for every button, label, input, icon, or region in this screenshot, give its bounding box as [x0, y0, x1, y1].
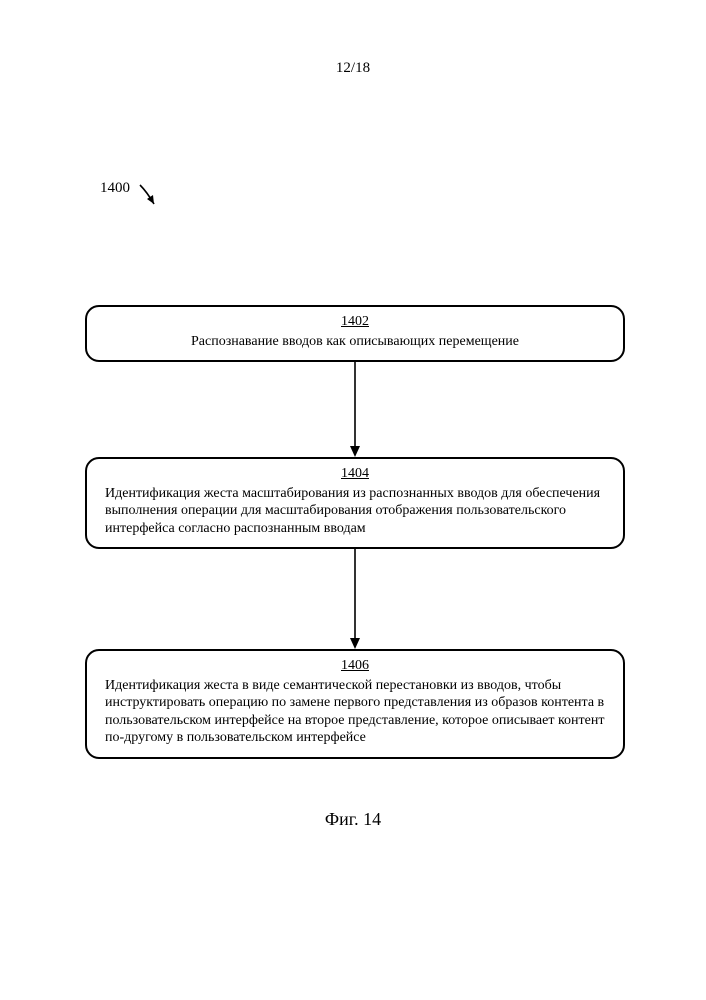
flow-node-1404: 1404 Идентификация жеста масштабирования…	[85, 457, 625, 549]
figure-caption: Фиг. 14	[0, 809, 706, 830]
reference-arrow-icon	[137, 182, 167, 212]
flow-node-1402: 1402 Распознавание вводов как описывающи…	[85, 305, 625, 362]
flowchart: 1402 Распознавание вводов как описывающи…	[85, 305, 625, 759]
node-number: 1402	[105, 313, 605, 331]
page-number: 12/18	[0, 60, 706, 77]
arrow-down-icon	[345, 549, 365, 649]
arrow-down-icon	[345, 362, 365, 457]
flow-edge	[85, 549, 625, 649]
flow-edge	[85, 362, 625, 457]
flow-node-1406: 1406 Идентификация жеста в виде семантич…	[85, 649, 625, 759]
node-text: Идентификация жеста в виде семантической…	[105, 677, 605, 747]
node-text: Идентификация жеста масштабирования из р…	[105, 485, 605, 538]
node-number: 1404	[105, 465, 605, 483]
figure-reference-label: 1400	[100, 180, 130, 197]
node-text: Распознавание вводов как описывающих пер…	[105, 333, 605, 351]
page: 12/18 1400 1402 Распознавание вводов как…	[0, 0, 706, 1000]
node-number: 1406	[105, 657, 605, 675]
